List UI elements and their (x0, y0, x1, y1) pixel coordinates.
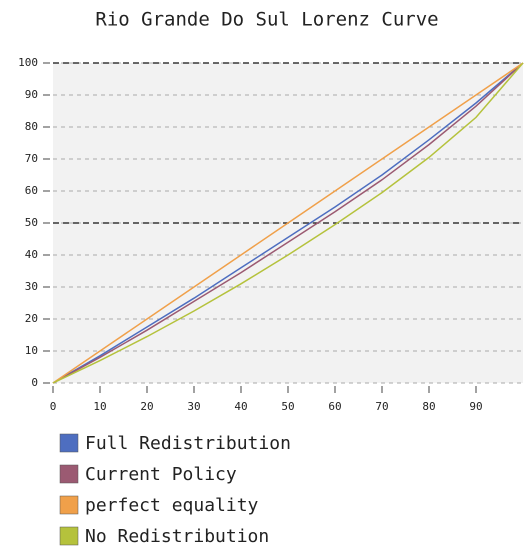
x-tick-label: 80 (422, 400, 435, 413)
legend-swatch (59, 526, 79, 546)
x-tick-label: 40 (234, 400, 247, 413)
x-tick-label: 30 (187, 400, 200, 413)
y-tick-label: 30 (25, 280, 38, 293)
y-tick-label: 80 (25, 120, 38, 133)
y-tick-label: 60 (25, 184, 38, 197)
x-tick-label: 50 (281, 400, 294, 413)
series-line (52, 62, 524, 384)
y-tick-label: 10 (25, 344, 38, 357)
y-tick-label: 0 (31, 376, 38, 389)
legend-swatch (59, 464, 79, 484)
y-tick-label: 50 (25, 216, 38, 229)
y-tick-label: 90 (25, 88, 38, 101)
series-line (52, 62, 524, 384)
legend-label: Full Redistribution (85, 433, 291, 454)
legend-label: Current Policy (85, 464, 237, 485)
x-tick-label: 90 (469, 400, 482, 413)
y-tick-label: 100 (18, 56, 38, 69)
chart-title: Rio Grande Do Sul Lorenz Curve (95, 9, 438, 31)
series-line (52, 62, 524, 384)
x-tick-label: 10 (93, 400, 106, 413)
x-tick-label: 0 (50, 400, 57, 413)
y-tick-label: 20 (25, 312, 38, 325)
x-tick-label: 20 (140, 400, 153, 413)
x-tick-label: 60 (328, 400, 341, 413)
legend-swatch (59, 495, 79, 515)
y-tick-label: 40 (25, 248, 38, 261)
y-tick-label: 70 (25, 152, 38, 165)
legend-label: perfect equality (85, 495, 259, 516)
legend-label: No Redistribution (85, 526, 269, 547)
x-tick-label: 70 (375, 400, 388, 413)
legend-swatch (59, 433, 79, 453)
series-line (52, 62, 524, 384)
